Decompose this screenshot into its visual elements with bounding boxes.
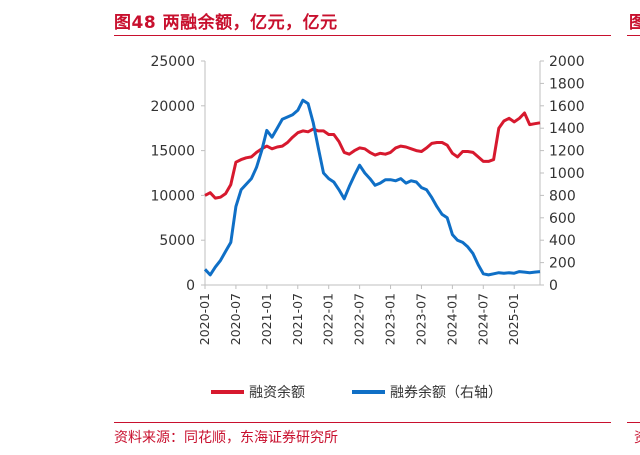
legend-short: 融券余额（右轴） bbox=[352, 384, 502, 401]
source-rule bbox=[114, 422, 611, 423]
x-tick-label: 2022-01 bbox=[321, 293, 336, 345]
adjacent-source-fragment: 资 bbox=[634, 427, 640, 447]
x-tick-label: 2024-07 bbox=[475, 293, 490, 345]
right-tick-label: 200 bbox=[549, 256, 576, 272]
left-tick-label: 5000 bbox=[159, 233, 195, 249]
x-tick-label: 2020-01 bbox=[197, 293, 212, 345]
right-tick-label: 1400 bbox=[549, 121, 585, 137]
legend-margin: 融资余额 bbox=[211, 384, 305, 401]
x-tick-label: 2025-01 bbox=[506, 293, 521, 345]
short-balance-line bbox=[203, 98, 541, 277]
x-tick-label: 2021-01 bbox=[259, 293, 274, 345]
right-tick-label: 1000 bbox=[549, 166, 585, 182]
right-tick-label: 2000 bbox=[549, 54, 585, 70]
left-tick-label: 20000 bbox=[150, 99, 195, 115]
x-tick-label: 2022-07 bbox=[352, 293, 367, 345]
right-tick-label: 0 bbox=[549, 278, 558, 294]
legend-label: 融资余额 bbox=[249, 384, 305, 401]
adjacent-source-rule bbox=[627, 422, 640, 423]
left-tick-label: 25000 bbox=[150, 54, 195, 70]
right-tick-label: 1800 bbox=[549, 76, 585, 92]
right-tick-label: 600 bbox=[549, 211, 576, 227]
title-rule bbox=[114, 35, 611, 36]
adjacent-title-rule bbox=[627, 35, 640, 36]
right-tick-label: 1200 bbox=[549, 144, 585, 160]
x-tick-label: 2021-07 bbox=[290, 293, 305, 345]
legend-label: 融券余额（右轴） bbox=[390, 384, 502, 401]
chart-title: 图48 两融余额，亿元，亿元 bbox=[114, 13, 338, 33]
right-tick-label: 1600 bbox=[549, 99, 585, 115]
adjacent-title-fragment: 图 bbox=[629, 13, 640, 33]
x-tick-label: 2023-01 bbox=[383, 293, 398, 345]
x-tick-label: 2023-07 bbox=[413, 293, 428, 345]
margin-balance-line bbox=[204, 111, 541, 200]
x-tick-label: 2024-01 bbox=[444, 293, 459, 345]
x-tick-label: 2020-07 bbox=[228, 293, 243, 345]
left-tick-label: 15000 bbox=[150, 144, 195, 160]
right-tick-label: 800 bbox=[549, 188, 576, 204]
left-tick-label: 10000 bbox=[150, 188, 195, 204]
left-tick-label: 0 bbox=[186, 278, 195, 294]
source-note: 资料来源：同花顺，东海证券研究所 bbox=[114, 430, 338, 446]
right-tick-label: 400 bbox=[549, 233, 576, 249]
line-chart: 0 5000 10000 15000 20000 25000 0 200 400 600 800 10… bbox=[150, 54, 585, 401]
